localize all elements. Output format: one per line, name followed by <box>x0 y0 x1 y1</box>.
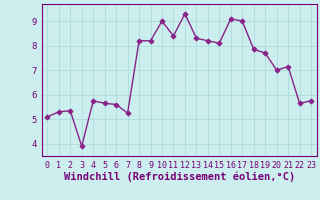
X-axis label: Windchill (Refroidissement éolien,°C): Windchill (Refroidissement éolien,°C) <box>64 171 295 182</box>
